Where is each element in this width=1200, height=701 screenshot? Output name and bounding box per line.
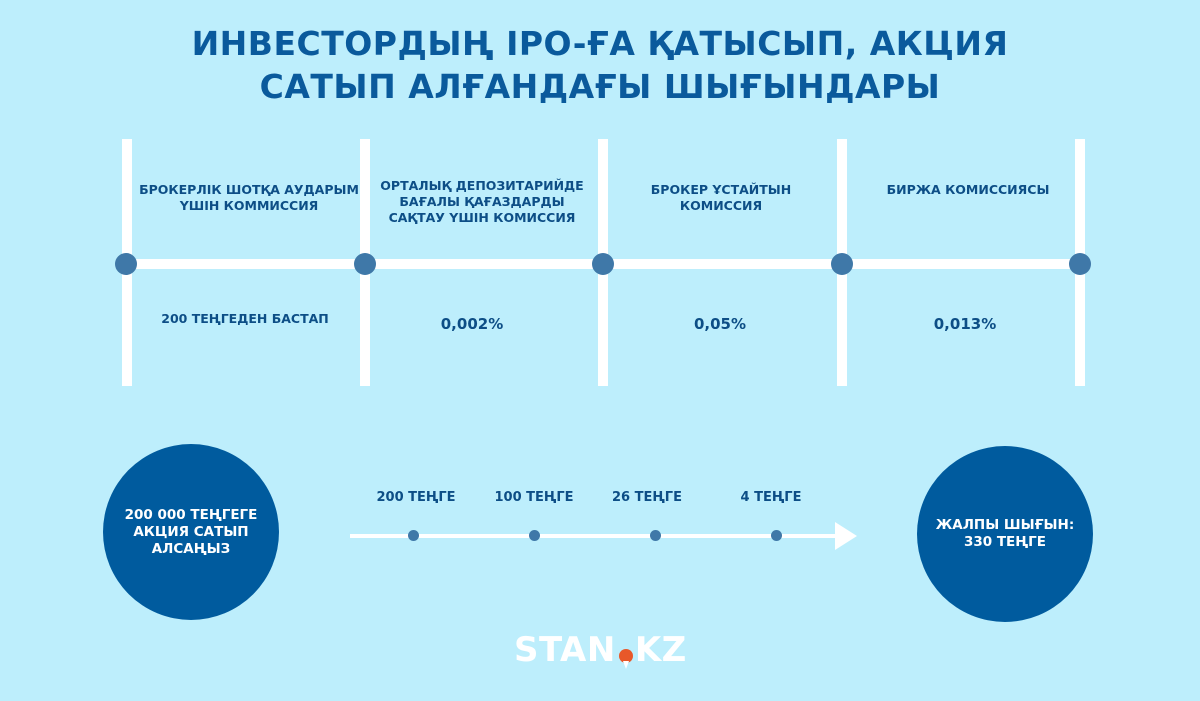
flow-amount: 4 ТЕҢГЕ xyxy=(740,490,802,505)
timeline-node xyxy=(831,253,853,275)
location-pin-icon xyxy=(618,649,633,669)
commission-value-transfer: 200 ТЕҢГЕДЕН БАСТАП xyxy=(161,311,329,326)
flow-amount: 100 ТЕҢГЕ xyxy=(494,490,574,505)
commission-value-broker: 0,05% xyxy=(693,315,747,333)
commission-value-exchange: 0,013% xyxy=(933,315,997,333)
logo-text-right: KZ xyxy=(634,630,687,670)
commission-label-broker: БРОКЕР ҰСТАЙТЫН КОМИССИЯ xyxy=(650,182,792,213)
stan-kz-logo: STAN KZ xyxy=(514,630,694,680)
flow-dot xyxy=(408,530,419,541)
timeline-node xyxy=(115,253,137,275)
flow-arrow-line xyxy=(350,534,840,538)
flow-dot xyxy=(650,530,661,541)
flow-amount: 200 ТЕҢГЕ xyxy=(376,490,456,505)
commission-label-exchange: БИРЖА КОМИССИЯСЫ xyxy=(886,182,1050,197)
page-title: ИНВЕСТОРДЫҢ IPO-ҒА ҚАТЫСЫП, АКЦИЯ САТЫП … xyxy=(0,22,1200,108)
flow-amount: 26 ТЕҢГЕ xyxy=(612,490,682,505)
flow-dot xyxy=(771,530,782,541)
total-circle: ЖАЛПЫ ШЫҒЫН: 330 ТЕҢГЕ xyxy=(917,446,1093,622)
purchase-text: 200 000 ТЕҢГЕГЕ АКЦИЯ САТЫП АЛСАҢЫЗ xyxy=(124,506,258,557)
commission-value-depository: 0,002% xyxy=(440,315,504,333)
purchase-circle: 200 000 ТЕҢГЕГЕ АКЦИЯ САТЫП АЛСАҢЫЗ xyxy=(103,444,279,620)
title-line-2: САТЫП АЛҒАНДАҒЫ ШЫҒЫНДАРЫ xyxy=(259,67,941,106)
commission-label-depository: ОРТАЛЫҚ ДЕПОЗИТАРИЙДЕ БАҒАЛЫ ҚАҒАЗДАРДЫ … xyxy=(380,178,584,225)
commission-label-transfer: БРОКЕРЛІК ШОТҚА АУДАРЫМ ҮШІН КОММИССИЯ xyxy=(139,182,359,213)
logo-text-left: STAN xyxy=(514,630,616,670)
title-line-1: ИНВЕСТОРДЫҢ IPO-ҒА ҚАТЫСЫП, АКЦИЯ xyxy=(191,24,1009,63)
timeline-node xyxy=(354,253,376,275)
flow-dot xyxy=(529,530,540,541)
timeline-node xyxy=(592,253,614,275)
total-text: ЖАЛПЫ ШЫҒЫН: 330 ТЕҢГЕ xyxy=(935,517,1075,550)
arrow-right-icon xyxy=(835,522,857,550)
timeline-node xyxy=(1069,253,1091,275)
